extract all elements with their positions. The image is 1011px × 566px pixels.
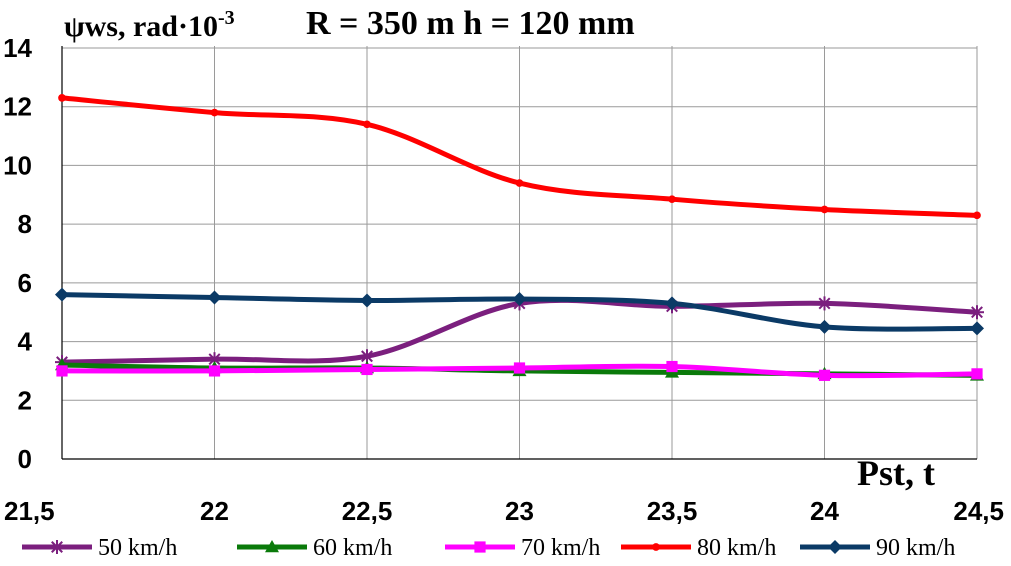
x-tick-label: 23 xyxy=(505,496,534,526)
data-point xyxy=(512,292,527,307)
series-80-km-h xyxy=(58,94,981,220)
data-point xyxy=(360,349,374,364)
data-point xyxy=(208,365,221,377)
axes xyxy=(61,46,977,460)
legend: 50 km/h 60 km/h 70 km/h 80 km/h 90 km/h xyxy=(22,535,955,561)
legend-item-50-km-h: 50 km/h xyxy=(22,535,177,561)
grid-lines xyxy=(62,46,978,459)
x-tick-labels: 21,5 22 22,5 23 23,5 24 24,5 xyxy=(4,496,1004,526)
data-point xyxy=(360,293,374,308)
legend-marker xyxy=(265,540,279,553)
legend-item-70-km-h: 70 km/h xyxy=(445,535,600,561)
x-tick-label: 24 xyxy=(810,496,839,526)
x-axis-label: Pst, t xyxy=(857,453,935,493)
legend-item-60-km-h: 60 km/h xyxy=(237,535,392,561)
chart-title: R = 350 m h = 120 mm xyxy=(306,5,635,42)
data-point xyxy=(666,360,678,373)
data-point xyxy=(817,296,832,311)
legend-marker xyxy=(50,540,64,554)
y-tick-label: 0 xyxy=(18,444,32,474)
series-70-km-h xyxy=(56,360,983,381)
x-tick-label: 22,5 xyxy=(342,496,393,526)
legend-label: 60 km/h xyxy=(313,535,392,561)
y-axis-label: ψws, rad·10-3 xyxy=(64,7,235,43)
data-point xyxy=(970,321,984,336)
legend-item-90-km-h: 90 km/h xyxy=(800,535,955,561)
legend-marker xyxy=(828,540,842,554)
data-point xyxy=(363,120,371,129)
series-90-km-h xyxy=(55,287,984,336)
data-point xyxy=(361,363,373,376)
legend-label: 50 km/h xyxy=(98,535,177,561)
legend-marker xyxy=(474,541,486,553)
x-tick-label: 22 xyxy=(200,496,229,526)
data-point xyxy=(55,287,69,302)
series-lines xyxy=(55,94,984,381)
y-tick-label: 14 xyxy=(3,33,32,63)
x-tick-label: 24,5 xyxy=(953,496,1004,526)
data-point xyxy=(818,369,831,381)
y-tick-labels: 0 2 4 6 8 10 12 14 xyxy=(3,33,32,474)
data-point xyxy=(973,211,981,220)
y-tick-label: 8 xyxy=(18,209,32,239)
legend-label: 90 km/h xyxy=(876,535,955,561)
y-tick-label: 6 xyxy=(18,268,32,298)
data-point xyxy=(515,179,524,187)
data-point xyxy=(971,368,983,380)
legend-label: 70 km/h xyxy=(521,535,600,561)
x-tick-label: 23,5 xyxy=(647,496,698,526)
data-point xyxy=(56,365,68,377)
y-tick-label: 12 xyxy=(3,92,32,122)
data-point xyxy=(513,362,526,374)
data-point xyxy=(210,108,219,117)
x-tick-label: 21,5 xyxy=(4,496,55,526)
data-point xyxy=(58,94,66,102)
data-point xyxy=(820,205,829,214)
y-tick-label: 10 xyxy=(3,150,32,180)
data-point xyxy=(665,296,679,311)
legend-marker xyxy=(652,543,660,551)
data-point xyxy=(668,195,676,204)
legend-label: 80 km/h xyxy=(697,535,776,561)
data-point xyxy=(817,319,832,334)
y-axis-label-exponent: -3 xyxy=(218,7,235,29)
y-tick-label: 4 xyxy=(18,327,33,357)
legend-item-80-km-h: 80 km/h xyxy=(621,535,776,561)
data-point xyxy=(207,290,222,305)
data-point xyxy=(970,305,984,320)
y-tick-label: 2 xyxy=(18,385,32,415)
